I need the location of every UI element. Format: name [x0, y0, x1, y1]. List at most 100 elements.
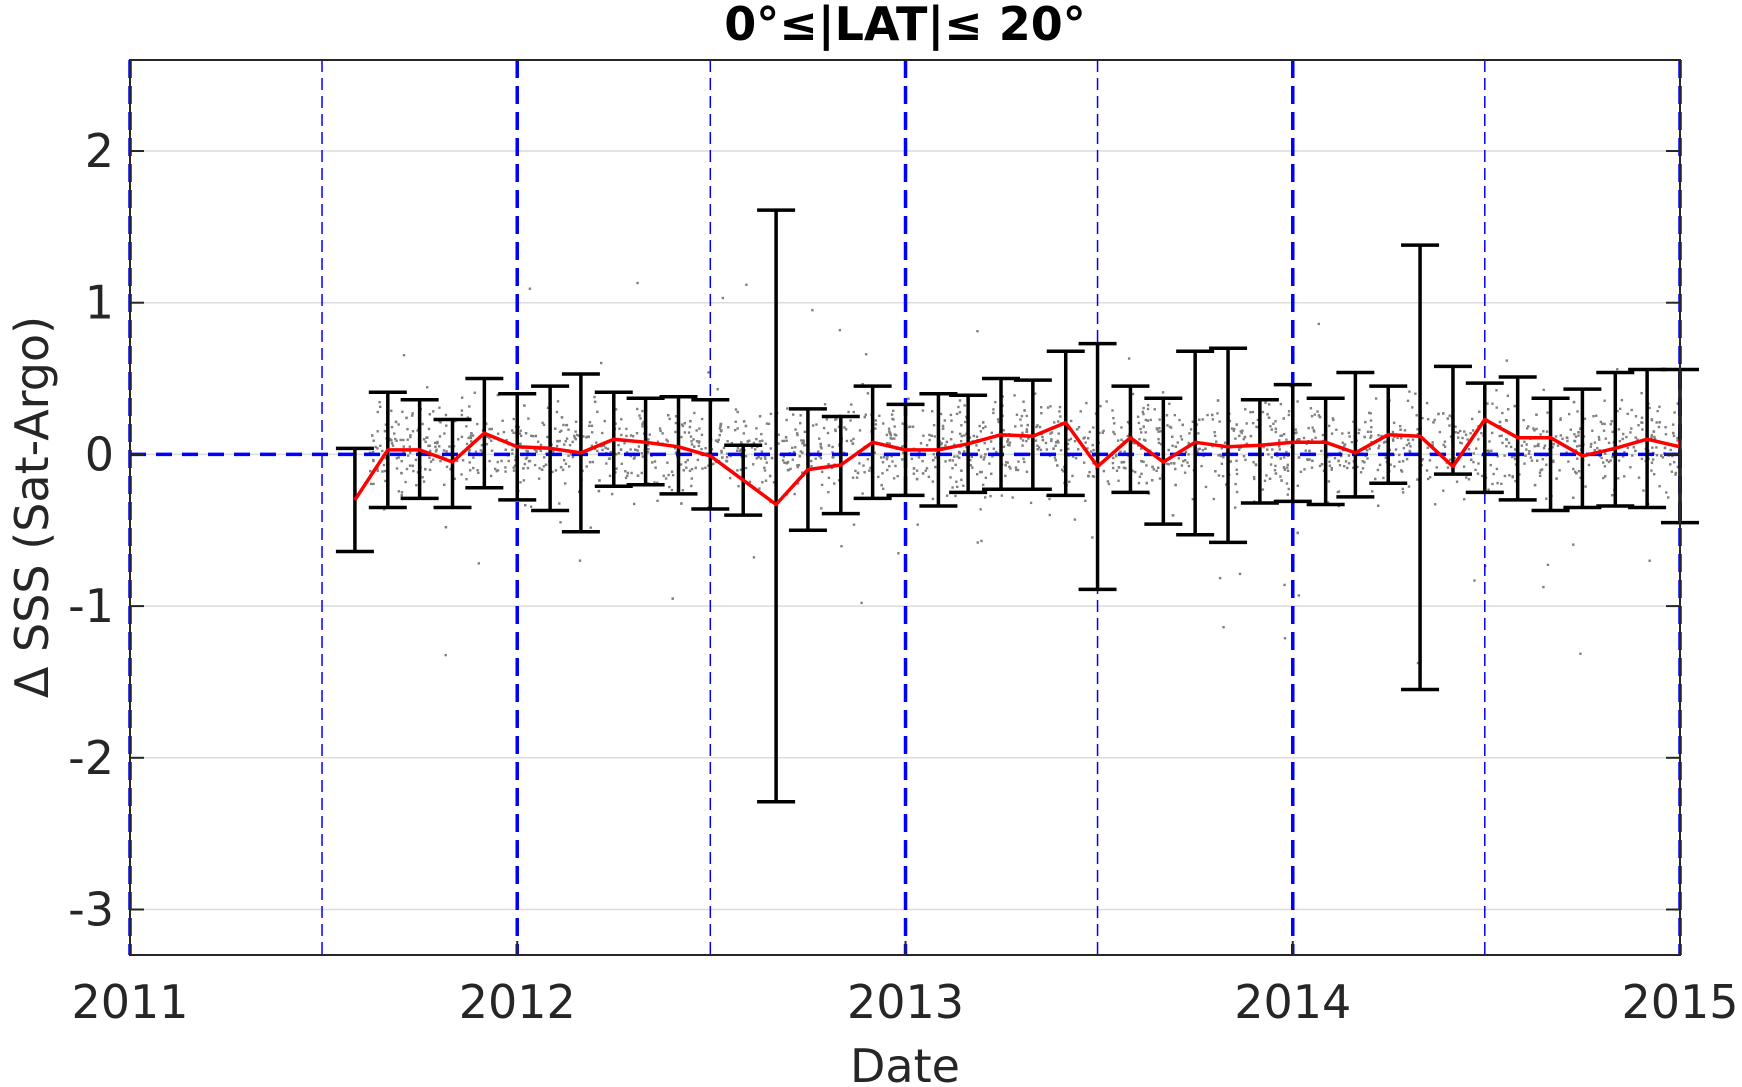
scatter-point [821, 470, 824, 474]
scatter-point [435, 448, 438, 451]
scatter-point [1310, 466, 1314, 469]
scatter-point [1528, 450, 1531, 453]
scatter-point [1210, 413, 1214, 417]
scatter-point [1642, 489, 1645, 492]
scatter-point [444, 413, 448, 417]
scatter-point [409, 435, 412, 439]
scatter-point [465, 442, 469, 446]
scatter-point [1009, 467, 1012, 470]
scatter-point [1416, 661, 1420, 665]
scatter-point [827, 463, 830, 466]
scatter-point [384, 456, 388, 460]
scatter-point [1297, 456, 1301, 459]
scatter-point [1242, 437, 1245, 441]
scatter-point [468, 461, 471, 464]
scatter-point [1212, 497, 1216, 501]
scatter-point [958, 432, 962, 436]
scatter-point [1182, 460, 1185, 463]
scatter-point [468, 469, 472, 472]
scatter-point [1282, 456, 1286, 459]
scatter-point [656, 481, 659, 485]
x-tick-labels: 2011 2012 2013 2014 2015 [71, 975, 1738, 1029]
scatter-point [1495, 406, 1498, 409]
scatter-point [1077, 448, 1080, 451]
scatter-point [786, 407, 789, 410]
scatter-point [1178, 418, 1181, 422]
scatter-point [656, 499, 659, 502]
scatter-point [1378, 463, 1382, 467]
scatter-point [796, 433, 799, 437]
scatter-point [1171, 514, 1175, 517]
scatter-point [1408, 449, 1411, 453]
scatter-point [1595, 414, 1598, 417]
scatter-point [1098, 431, 1101, 435]
scatter-point [1579, 652, 1582, 655]
scatter-point [565, 437, 569, 440]
scatter-point [488, 436, 491, 440]
scatter-point [1558, 469, 1561, 472]
scatter-point [700, 447, 703, 451]
scatter-point [1184, 450, 1188, 454]
scatter-point [636, 281, 639, 285]
scatter-point [1376, 468, 1380, 472]
scatter-point [596, 449, 599, 453]
scatter-point [851, 442, 855, 445]
scatter-point [530, 434, 533, 437]
scatter-point [636, 474, 640, 477]
scatter-point [668, 417, 671, 421]
scatter-point [1573, 440, 1577, 443]
scatter-point [394, 437, 397, 441]
scatter-point [1176, 441, 1180, 444]
scatter-point [376, 410, 379, 414]
scatter-point [1223, 441, 1227, 444]
scatter-point [1382, 476, 1385, 480]
scatter-point [980, 470, 983, 474]
scatter-point [1062, 470, 1065, 473]
scatter-point [415, 484, 418, 487]
scatter-point [522, 479, 526, 482]
scatter-point [1235, 423, 1238, 426]
scatter-point [1459, 441, 1462, 444]
scatter-point [949, 413, 953, 417]
scatter-point [889, 434, 893, 437]
scatter-point [704, 466, 707, 469]
scatter-point [922, 434, 925, 437]
scatter-point [589, 526, 592, 529]
scatter-point [585, 465, 588, 468]
scatter-point [681, 489, 685, 492]
scatter-point [1573, 470, 1577, 474]
scatter-point [1150, 479, 1154, 482]
scatter-point [1087, 474, 1090, 478]
scatter-point [1084, 499, 1087, 503]
scatter-point [683, 421, 686, 425]
scatter-point [760, 450, 764, 453]
scatter-point [1219, 454, 1223, 458]
scatter-point [1631, 454, 1634, 457]
scatter-point [1088, 430, 1091, 434]
scatter-point [989, 494, 992, 498]
scatter-point [796, 465, 800, 469]
scatter-point [1498, 420, 1502, 424]
scatter-point [1503, 474, 1507, 478]
scatter-point [1542, 430, 1545, 433]
scatter-point [801, 451, 804, 454]
scatter-point [1473, 579, 1476, 582]
scatter-point [1573, 433, 1576, 436]
scatter-point [1183, 471, 1187, 474]
scatter-point [546, 406, 550, 409]
scatter-point [835, 417, 838, 421]
scatter-point [1370, 426, 1373, 429]
scatter-point [1603, 422, 1606, 426]
scatter-point [397, 490, 401, 493]
scatter-point [670, 488, 674, 492]
scatter-point [980, 539, 983, 543]
scatter-point [960, 424, 963, 427]
scatter-point [535, 450, 538, 454]
scatter-point [1171, 444, 1174, 448]
scatter-point [758, 415, 762, 418]
scatter-point [992, 408, 995, 411]
scatter-point [988, 462, 991, 465]
scatter-point [997, 420, 1000, 424]
scatter-point [624, 470, 627, 473]
scatter-point [958, 411, 962, 414]
